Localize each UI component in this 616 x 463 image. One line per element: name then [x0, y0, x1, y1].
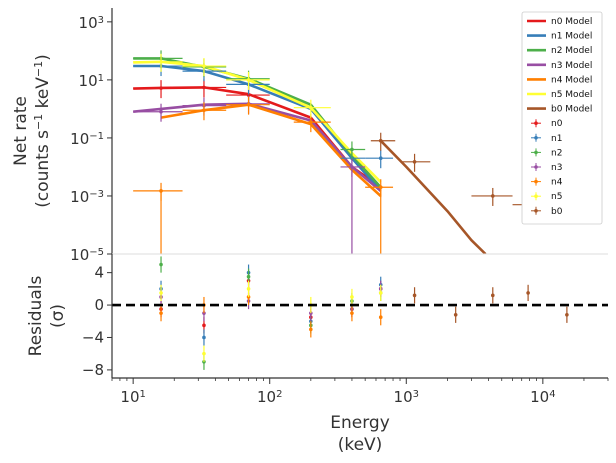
- legend-entry: n2: [531, 148, 562, 158]
- legend-label: n0 Model: [551, 17, 592, 27]
- x-tick-label: 101: [120, 388, 145, 406]
- data-point-n5: [293, 99, 331, 118]
- residual-n5: [159, 284, 163, 302]
- data-point-n0: [182, 79, 227, 98]
- x-tick-label: 104: [530, 388, 555, 406]
- bottom-y-tick-label: 0: [94, 296, 104, 314]
- data-point-n0: [133, 80, 183, 99]
- residual-n5: [350, 288, 354, 306]
- bottom-y-ticks: 4 0 −4 −8: [82, 264, 112, 379]
- legend-entry: b0: [531, 206, 563, 217]
- residual-n2: [159, 256, 163, 273]
- data-point-b0: [370, 132, 396, 151]
- residual-b0: [526, 284, 530, 302]
- legend-label: n1: [551, 134, 562, 144]
- legend-entry: n0: [531, 119, 563, 129]
- model-curve-n4: [160, 103, 382, 197]
- legend-entry: n2 Model: [527, 46, 592, 56]
- residual-b0: [565, 306, 569, 323]
- residual-n4: [159, 305, 163, 322]
- legend-entry: n4 Model: [527, 75, 592, 85]
- legend-label: n4: [551, 178, 563, 188]
- bottom-y-tick-label: −4: [82, 328, 104, 346]
- residual-n5: [202, 345, 206, 362]
- x-ticks: 101 102 103 104: [111, 378, 609, 406]
- legend-entry: n4: [531, 177, 563, 188]
- bottom-ylabel-line2: (σ): [48, 304, 68, 328]
- top-y-tick-label: 10−1: [70, 130, 104, 148]
- top-y-tick-label: 103: [79, 14, 104, 32]
- data-point-n5: [182, 58, 227, 77]
- data-points: [133, 50, 543, 254]
- legend-entry: n1: [531, 133, 562, 144]
- legend-entry: n5 Model: [527, 90, 592, 100]
- residual-n1: [202, 329, 206, 346]
- data-point-n2: [340, 141, 366, 160]
- residual-n4: [309, 321, 313, 338]
- data-point-n4: [226, 96, 270, 115]
- residual-n5: [378, 284, 383, 302]
- residuals-panel: 4 0 −4 −8 101 102 103 104 Residuals (σ) Energy…: [26, 254, 609, 455]
- data-point-n5: [133, 53, 183, 72]
- top-ylabel-line1: Net rate: [11, 96, 31, 166]
- legend-label: n5 Model: [551, 90, 592, 100]
- legend-label: n5: [551, 192, 562, 202]
- legend-label: n1 Model: [551, 32, 592, 42]
- xlabel-line2: (keV): [338, 435, 383, 455]
- model-curve-n2: [133, 57, 382, 189]
- bottom-y-tick-label: 4: [94, 264, 104, 282]
- data-point-n5: [226, 71, 270, 90]
- top-y-tick-label: 10−3: [70, 188, 104, 206]
- residual-b0: [412, 287, 417, 304]
- residual-b0: [453, 306, 458, 323]
- top-y-tick-label: 10−5: [70, 246, 104, 264]
- residual-b0: [490, 287, 495, 304]
- data-point-n4: [133, 182, 183, 201]
- legend-entry: n0 Model: [527, 17, 592, 27]
- data-point-b0: [471, 187, 513, 206]
- legend-label: b0 Model: [551, 105, 592, 115]
- top-y-ticks: 10−5 10−3 10−1 101 103: [70, 14, 112, 264]
- legend-label: n3 Model: [551, 61, 592, 71]
- residual-points: [159, 256, 569, 370]
- bottom-ylabel-line1: Residuals: [26, 276, 46, 357]
- net-rate-panel: 10−5 10−3 10−1 101 103 Net rate (counts s−1 …: [11, 8, 608, 264]
- top-y-tick-label: 101: [79, 72, 104, 90]
- legend-entry: n5: [531, 192, 562, 202]
- data-point-n3: [133, 103, 183, 122]
- data-point-b0: [400, 153, 431, 172]
- x-tick-label: 103: [394, 388, 419, 406]
- residual-n5: [246, 280, 251, 297]
- bottom-y-tick-label: −8: [82, 361, 104, 379]
- legend-entry: b0 Model: [527, 105, 592, 115]
- residual-n4: [350, 305, 354, 322]
- data-point-n1: [365, 150, 394, 169]
- legend-entry: n3: [531, 163, 562, 173]
- legend: n0 Model n1 Model n2 Model n3 Model n4 Model…: [521, 11, 603, 225]
- legend-label: n3: [551, 163, 562, 173]
- data-point-n4: [182, 102, 227, 121]
- legend-label: n0: [551, 119, 563, 129]
- legend-label: n4 Model: [551, 75, 592, 85]
- xlabel-line1: Energy: [330, 413, 390, 433]
- legend-label: n2 Model: [551, 46, 592, 56]
- x-tick-label: 102: [257, 388, 282, 406]
- legend-label: n2: [551, 148, 562, 158]
- residual-n4: [378, 309, 383, 326]
- top-ylabel-line2: (counts s−1 keV−1): [32, 54, 54, 208]
- model-curve-b0: [379, 139, 487, 254]
- model-curve-n0: [133, 86, 382, 189]
- legend-label: b0: [551, 207, 563, 217]
- legend-entry: n3 Model: [527, 61, 592, 71]
- legend-entry: n1 Model: [527, 32, 592, 42]
